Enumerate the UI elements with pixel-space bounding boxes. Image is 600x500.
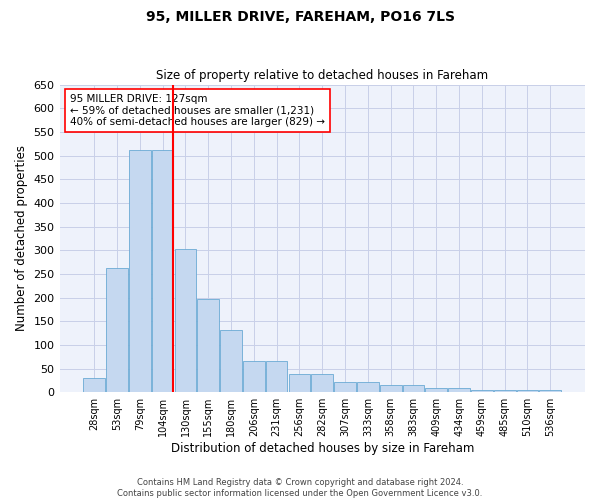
Bar [517,390,538,392]
Bar [266,362,287,392]
Bar [311,374,333,392]
Bar [106,268,128,392]
Bar [152,150,173,392]
Bar [83,378,105,392]
Bar [289,374,310,392]
X-axis label: Distribution of detached houses by size in Fareham: Distribution of detached houses by size … [170,442,474,455]
Bar [448,388,470,392]
Bar [175,250,196,392]
Bar [471,390,493,392]
Text: 95, MILLER DRIVE, FAREHAM, PO16 7LS: 95, MILLER DRIVE, FAREHAM, PO16 7LS [146,10,455,24]
Bar [334,382,356,392]
Bar [197,300,219,392]
Bar [357,382,379,392]
Title: Size of property relative to detached houses in Fareham: Size of property relative to detached ho… [156,69,488,82]
Bar [220,330,242,392]
Bar [425,388,447,392]
Bar [494,390,515,392]
Bar [539,390,561,392]
Y-axis label: Number of detached properties: Number of detached properties [15,146,28,332]
Bar [129,150,151,392]
Bar [243,362,265,392]
Bar [380,385,401,392]
Text: 95 MILLER DRIVE: 127sqm
← 59% of detached houses are smaller (1,231)
40% of semi: 95 MILLER DRIVE: 127sqm ← 59% of detache… [70,94,325,127]
Text: Contains HM Land Registry data © Crown copyright and database right 2024.
Contai: Contains HM Land Registry data © Crown c… [118,478,482,498]
Bar [403,385,424,392]
